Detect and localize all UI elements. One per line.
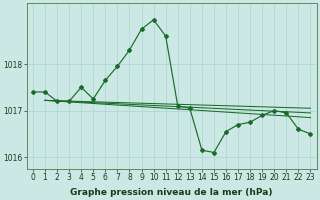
X-axis label: Graphe pression niveau de la mer (hPa): Graphe pression niveau de la mer (hPa) bbox=[70, 188, 273, 197]
